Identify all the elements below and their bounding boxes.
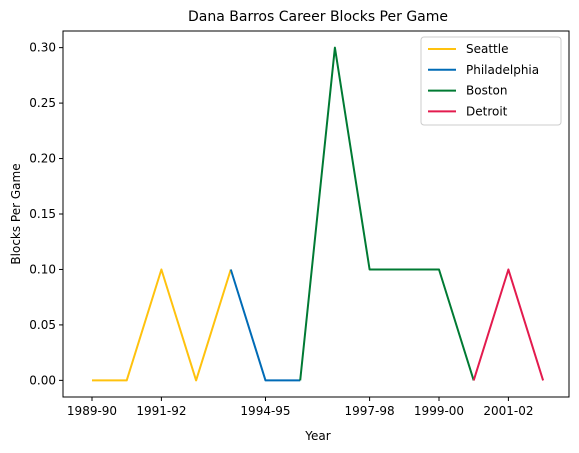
y-tick-label: 0.10 [29,262,56,276]
y-axis-title: Blocks Per Game [9,163,23,264]
legend: Seattle Philadelphia Boston Detroit [420,36,562,126]
x-axis: 1989-90 1991-92 1994-95 1997-98 1999-00 2001-… [67,397,533,418]
series-line-detroit [472,268,545,381]
legend-label-detroit: Detroit [466,104,508,118]
y-tick-label: 0.05 [29,318,56,332]
legend-label-philadelphia: Philadelphia [466,63,539,77]
x-tick-label: 1999-00 [414,404,464,418]
y-tick-label: 0.25 [29,96,56,110]
x-tick-label: 1991-92 [136,404,186,418]
y-axis: 0.00 0.05 0.10 0.15 0.20 0.25 0.30 [29,41,63,387]
x-tick-label: 1994-95 [240,404,290,418]
x-tick-label: 1989-90 [67,404,117,418]
y-tick-label: 0.15 [29,207,56,221]
series-lines [92,46,545,382]
y-tick-label: 0.00 [29,373,56,387]
series-line-seattle [92,268,232,382]
y-tick-label: 0.30 [29,41,56,55]
x-axis-title: Year [304,429,330,443]
x-tick-label: 1997-98 [345,404,395,418]
chart-title: Dana Barros Career Blocks Per Game [188,9,448,25]
legend-box [420,36,562,126]
legend-label-boston: Boston [466,84,507,98]
y-tick-label: 0.20 [29,152,56,166]
series-line-philadelphia [229,269,301,382]
series-line-boston [299,46,475,381]
x-tick-label: 2001-02 [483,404,533,418]
legend-label-seattle: Seattle [466,42,508,56]
